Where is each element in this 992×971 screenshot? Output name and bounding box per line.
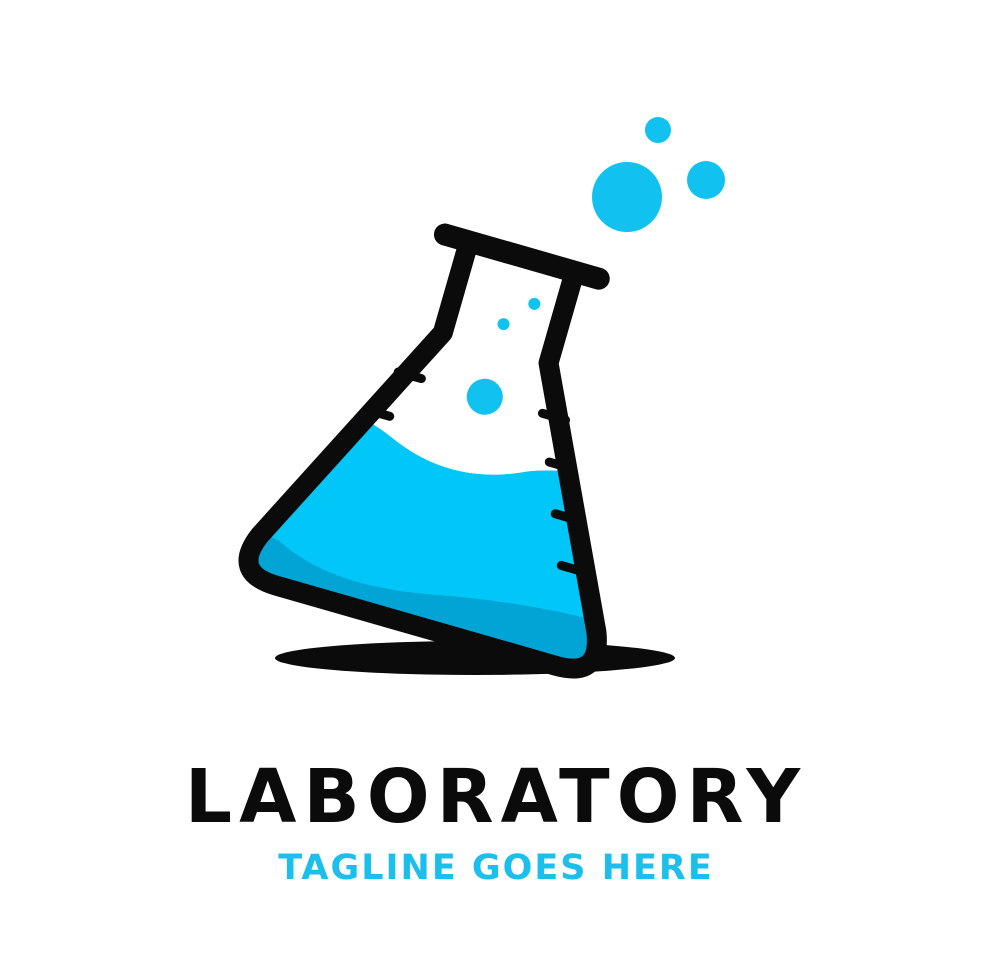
flask-outline xyxy=(238,236,607,679)
brand-name: LABORATORY xyxy=(184,754,808,840)
measurement-marks xyxy=(362,367,589,577)
rising-bubbles xyxy=(592,117,725,232)
flask-rim xyxy=(433,223,610,290)
inner-bubbles xyxy=(466,297,541,415)
tagline: TAGLINE GOES HERE xyxy=(278,848,714,888)
flask-icon xyxy=(238,223,684,679)
